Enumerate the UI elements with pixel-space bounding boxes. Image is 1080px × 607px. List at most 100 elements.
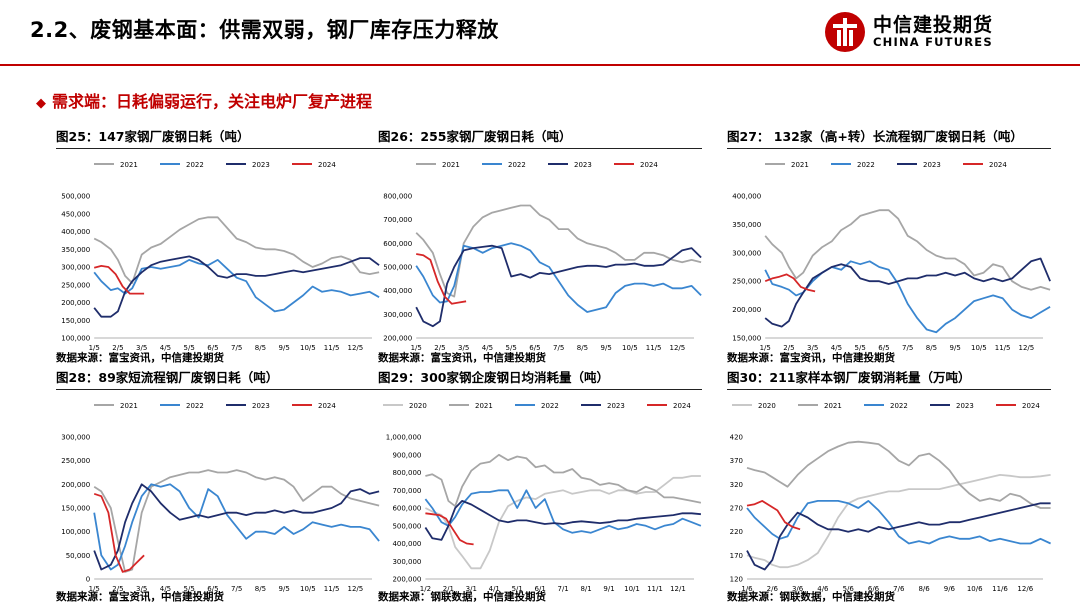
legend-label: 2022 [541,402,559,410]
x-tick-label: 7/5 [902,344,913,352]
legend-label: 2022 [890,402,908,410]
section-heading: ◆ 需求端：日耗偏弱运行，关注电炉厂复产进程 [36,88,372,112]
series-line-2024 [746,500,801,531]
series-line-2022 [93,483,380,571]
x-tick-label: 11/5 [324,585,340,593]
y-tick-label: 100,000 [61,335,90,343]
y-tick-label: 0 [86,576,90,584]
x-tick-label: 11/5 [995,344,1011,352]
x-tick-label: 11/5 [646,344,662,352]
line-chart: 2021 2022 2023 2024 0 50,000 100,000 150,000 200… [61,402,380,593]
legend-label: 2024 [318,161,336,169]
chart-source: 数据来源：富宝资讯，中信建投期货 [378,352,546,364]
x-tick-label: 8/1 [580,585,591,593]
chart-panel: 图25：147家钢厂废钢日耗（吨） 2021 2022 2023 2024 100,000… [56,126,386,366]
legend-label: 2024 [989,161,1007,169]
chart-panel: 图28：89家短流程钢厂废钢日耗（吨） 2021 2022 2023 2024 0 50,0… [56,367,386,607]
line-chart: 2021 2022 2023 2024 150,000 200,000 250,000 300… [732,161,1051,352]
x-tick-label: 2/5 [112,585,123,593]
legend-label: 2023 [956,402,974,410]
x-tick-label: 10/5 [300,344,316,352]
y-tick-label: 50,000 [66,552,91,560]
y-tick-label: 250,000 [732,278,761,286]
chart-title: 图25：147家钢厂废钢日耗（吨） [56,129,250,144]
line-chart: 2020 2021 2022 2023 2024 200,000 300,000 400,00… [383,402,702,593]
x-tick-label: 11/5 [324,344,340,352]
legend-label: 2022 [857,161,875,169]
y-tick-label: 200,000 [61,299,90,307]
series-line-2021 [93,216,380,284]
x-tick-label: 8/5 [926,344,937,352]
x-tick-label: 5/1 [512,585,523,593]
x-tick-label: 10/5 [622,344,638,352]
x-tick-label: 12/5 [348,585,364,593]
y-tick-label: 700,000 [383,216,412,224]
x-tick-label: 1/5 [89,344,100,352]
y-tick-label: 900,000 [392,451,421,459]
y-tick-label: 800,000 [383,193,412,201]
chart-source: 数据来源：富宝资讯，中信建投期货 [727,352,895,364]
x-tick-label: 4/5 [482,344,493,352]
x-tick-label: 3/6 [792,585,804,593]
series-line-2023 [764,257,1051,328]
y-tick-label: 600,000 [392,505,421,513]
legend-label: 2023 [574,161,592,169]
chart-title: 图29：300家钢企废钢日均消耗量（吨） [378,370,609,385]
x-tick-label: 8/5 [255,344,266,352]
legend-label: 2020 [409,402,427,410]
legend-label: 2023 [607,402,625,410]
x-tick-label: 3/5 [136,585,147,593]
y-tick-label: 150,000 [732,335,761,343]
series-line-2024 [416,253,467,305]
x-tick-label: 6/5 [529,344,540,352]
series-line-2024 [93,265,145,295]
legend-label: 2022 [186,161,204,169]
x-tick-label: 7/5 [231,344,242,352]
series-line-2023 [415,244,702,328]
x-tick-label: 4/6 [817,585,829,593]
y-tick-label: 200,000 [383,335,412,343]
x-tick-label: 5/5 [506,344,517,352]
x-tick-label: 5/5 [184,344,195,352]
series-line-2021 [746,440,1051,509]
series-line-2022 [746,500,1051,545]
x-tick-label: 10/6 [967,585,983,593]
x-tick-label: 9/5 [279,585,290,593]
y-tick-label: 300,000 [392,558,421,566]
x-tick-label: 6/6 [868,585,880,593]
page-title: 2.2、废钢基本面：供需双弱，钢厂库存压力释放 [30,18,499,42]
x-tick-label: 9/6 [944,585,956,593]
y-tick-label: 400,000 [61,228,90,236]
x-tick-label: 2/6 [767,585,779,593]
chart-title-rule [727,389,1051,390]
x-tick-label: 1/5 [760,344,771,352]
chart-panel: 图27： 132家（高+转）长流程钢厂废钢日耗（吨） 2021 2022 2023 20… [727,126,1057,366]
y-tick-label: 250,000 [61,457,90,465]
series-line-2021 [93,469,380,573]
y-tick-label: 120 [730,576,743,584]
series-line-2023 [424,500,701,541]
x-tick-label: 12/5 [670,344,686,352]
y-tick-label: 800,000 [392,469,421,477]
x-tick-label: 4/5 [831,344,842,352]
y-tick-label: 420 [730,434,743,442]
x-tick-label: 2/5 [783,344,794,352]
y-tick-label: 400,000 [392,540,421,548]
y-tick-label: 700,000 [392,487,421,495]
x-tick-label: 11/6 [992,585,1008,593]
x-tick-label: 2/5 [434,344,445,352]
chart-title: 图30：211家样本钢厂废钢消耗量（万吨） [727,370,971,385]
x-tick-label: 5/5 [184,585,195,593]
legend-label: 2024 [318,402,336,410]
x-tick-label: 7/1 [558,585,569,593]
diamond-bullet-icon: ◆ [36,96,46,111]
y-tick-label: 500,000 [383,264,412,272]
y-tick-label: 400,000 [383,287,412,295]
y-tick-label: 300,000 [383,311,412,319]
chart-source: 数据来源：富宝资讯，中信建投期货 [56,352,224,364]
x-tick-label: 2/5 [112,344,123,352]
legend-label: 2021 [120,402,138,410]
y-tick-label: 500,000 [61,193,90,201]
y-tick-label: 350,000 [61,246,90,254]
y-tick-label: 350,000 [732,221,761,229]
